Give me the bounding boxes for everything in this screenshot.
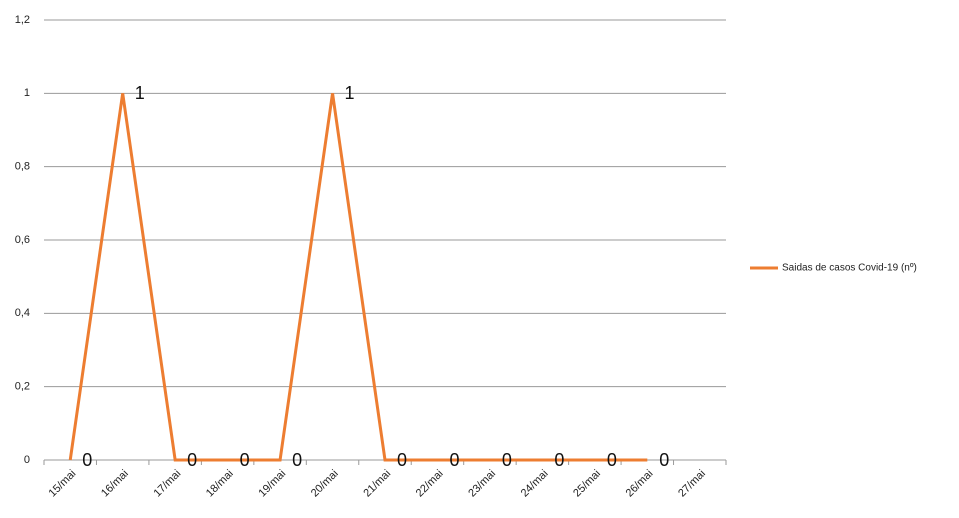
x-tick-label: 16/mai bbox=[99, 468, 131, 500]
x-tick-label: 21/mai bbox=[361, 468, 393, 500]
data-label: 0 bbox=[607, 450, 617, 470]
y-tick-label: 0,4 bbox=[15, 307, 30, 319]
data-label: 0 bbox=[397, 450, 407, 470]
legend-label: Saidas de casos Covid-19 (nº) bbox=[782, 263, 917, 274]
y-tick-label: 1 bbox=[24, 87, 30, 99]
data-label: 0 bbox=[187, 450, 197, 470]
y-tick-label: 0,8 bbox=[15, 161, 30, 173]
x-tick-label: 24/mai bbox=[519, 468, 551, 500]
data-label: 0 bbox=[82, 450, 92, 470]
y-tick-label: 1,2 bbox=[15, 14, 30, 26]
y-tick-label: 0,2 bbox=[15, 381, 30, 393]
data-label: 0 bbox=[292, 450, 302, 470]
x-tick-label: 15/mai bbox=[47, 468, 79, 500]
x-tick-label: 25/mai bbox=[571, 468, 603, 500]
x-tick-label: 19/mai bbox=[256, 468, 288, 500]
series-line bbox=[68, 93, 648, 462]
data-label: 0 bbox=[449, 450, 459, 470]
x-tick-label: 20/mai bbox=[309, 468, 341, 500]
data-label: 0 bbox=[240, 450, 250, 470]
y-tick-label: 0,6 bbox=[15, 234, 30, 246]
data-label: 0 bbox=[554, 450, 564, 470]
data-label: 1 bbox=[345, 83, 355, 103]
data-label: 0 bbox=[502, 450, 512, 470]
x-tick-label: 17/mai bbox=[151, 468, 183, 500]
x-tick-label: 26/mai bbox=[624, 468, 656, 500]
y-tick-label: 0 bbox=[24, 454, 30, 466]
x-tick-label: 27/mai bbox=[676, 468, 708, 500]
x-tick-label: 22/mai bbox=[414, 468, 446, 500]
x-tick-label: 18/mai bbox=[204, 468, 236, 500]
data-label: 0 bbox=[659, 450, 669, 470]
x-tick-label: 23/mai bbox=[466, 468, 498, 500]
data-label: 1 bbox=[135, 83, 145, 103]
